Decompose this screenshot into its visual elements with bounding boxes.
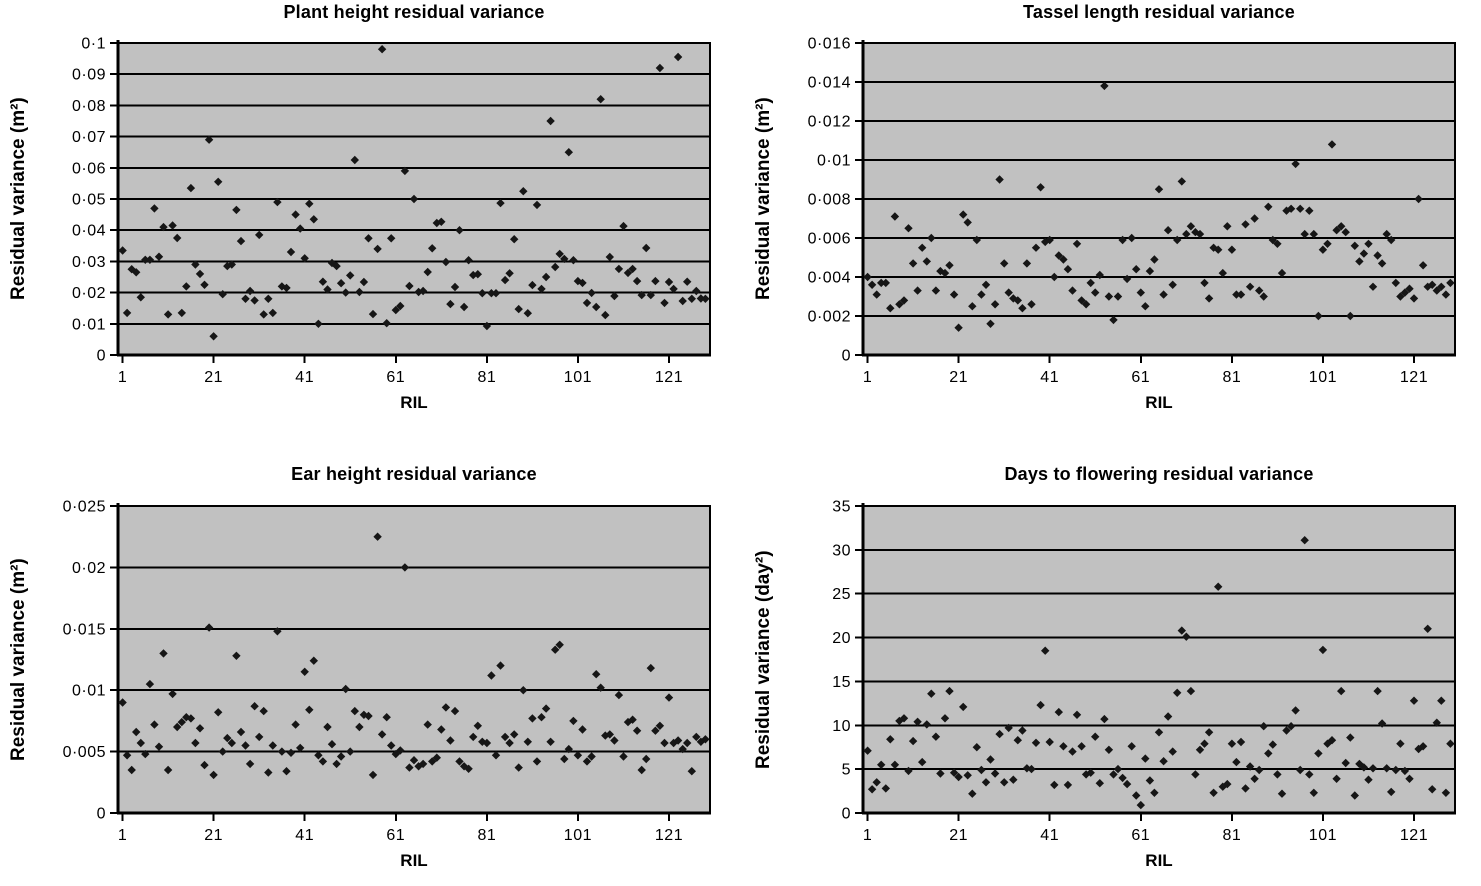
svg-text:0·05: 0·05	[72, 192, 106, 209]
svg-text:101: 101	[1309, 369, 1337, 386]
svg-text:81: 81	[478, 827, 497, 844]
svg-text:0·01: 0·01	[72, 683, 106, 700]
svg-text:30: 30	[832, 542, 851, 559]
chart-tassel-length: Tassel length residual variance Residual…	[745, 0, 1481, 434]
svg-text:0: 0	[842, 348, 851, 365]
x-axis-ticks: 1 21 41 61 81 101 121	[863, 355, 1428, 386]
gridlines	[118, 566, 710, 753]
y-axis-ticks: 0 0·01 0·02 0·03 0·04 0·05 0·06 0·07 0·08 0·09 0·1	[72, 36, 118, 365]
svg-text:0·09: 0·09	[72, 67, 106, 84]
svg-text:21: 21	[204, 827, 223, 844]
data-points	[118, 45, 710, 341]
svg-text:0: 0	[97, 806, 106, 823]
gridlines	[863, 548, 1455, 771]
svg-text:0·012: 0·012	[808, 114, 851, 131]
x-axis-ticks: 1 21 41 61 81 101 121	[118, 355, 683, 386]
x-axis-ticks: 1 21 41 61 81 101 121	[863, 813, 1428, 844]
y-axis-ticks: 0 0·005 0·01 0·015 0·02 0·025	[63, 499, 118, 823]
gridlines	[863, 81, 1455, 317]
svg-text:0: 0	[97, 348, 106, 365]
svg-text:61: 61	[386, 369, 405, 386]
svg-text:0: 0	[842, 806, 851, 823]
chart-title: Days to flowering residual variance	[1004, 464, 1314, 484]
svg-text:0·03: 0·03	[72, 254, 106, 271]
svg-text:0·1: 0·1	[81, 36, 106, 53]
tassel-length-plot-area: 0 0·002 0·004 0·006 0·008 0·01 0·012 0·014 0·016…	[808, 36, 1456, 386]
svg-text:1: 1	[118, 369, 127, 386]
x-axis-title: RIL	[400, 851, 428, 870]
svg-text:0·002: 0·002	[808, 309, 851, 326]
svg-text:21: 21	[949, 827, 968, 844]
svg-text:1: 1	[863, 369, 872, 386]
svg-text:61: 61	[1131, 369, 1150, 386]
svg-text:0·01: 0·01	[72, 316, 106, 333]
svg-text:101: 101	[564, 369, 592, 386]
svg-text:15: 15	[832, 674, 851, 691]
svg-text:0·015: 0·015	[63, 621, 106, 638]
svg-text:0·04: 0·04	[72, 223, 106, 240]
svg-text:0·08: 0·08	[72, 98, 106, 115]
svg-text:121: 121	[1400, 827, 1428, 844]
svg-text:81: 81	[478, 369, 497, 386]
svg-text:101: 101	[1309, 827, 1337, 844]
svg-text:20: 20	[832, 630, 851, 647]
svg-text:0·07: 0·07	[72, 129, 106, 146]
svg-text:121: 121	[655, 369, 683, 386]
chart-title: Tassel length residual variance	[1023, 2, 1295, 22]
chart-plant-height: Plant height residual variance Residual …	[0, 0, 736, 434]
chart-ear-height: Ear height residual variance Residual va…	[0, 452, 736, 886]
svg-text:41: 41	[295, 369, 314, 386]
svg-text:101: 101	[564, 827, 592, 844]
svg-text:0·014: 0·014	[808, 75, 851, 92]
svg-text:61: 61	[386, 827, 405, 844]
svg-text:41: 41	[295, 827, 314, 844]
svg-text:0·008: 0·008	[808, 192, 851, 209]
x-axis-ticks: 1 21 41 61 81 101 121	[118, 813, 683, 844]
svg-text:25: 25	[832, 586, 851, 603]
svg-text:0·006: 0·006	[808, 231, 851, 248]
svg-text:1: 1	[863, 827, 872, 844]
svg-text:1: 1	[118, 827, 127, 844]
svg-text:81: 81	[1223, 369, 1242, 386]
y-axis-ticks: 0 0·002 0·004 0·006 0·008 0·01 0·012 0·014 0·016	[808, 36, 863, 365]
svg-text:10: 10	[832, 718, 851, 735]
chart-days-to-flowering: Days to flowering residual variance Resi…	[745, 452, 1481, 886]
svg-text:0·016: 0·016	[808, 36, 851, 53]
svg-text:35: 35	[832, 499, 851, 516]
svg-text:0·025: 0·025	[63, 499, 106, 516]
svg-text:0·02: 0·02	[72, 560, 106, 577]
svg-text:41: 41	[1040, 369, 1059, 386]
svg-text:21: 21	[204, 369, 223, 386]
gridlines	[118, 73, 710, 325]
svg-text:41: 41	[1040, 827, 1059, 844]
chart-title: Plant height residual variance	[283, 2, 545, 22]
svg-text:81: 81	[1223, 827, 1242, 844]
x-axis-title: RIL	[1145, 851, 1173, 870]
svg-text:0·01: 0·01	[817, 153, 851, 170]
plot-background	[863, 506, 1455, 813]
svg-text:61: 61	[1131, 827, 1150, 844]
plant-height-plot-area: 0 0·01 0·02 0·03 0·04 0·05 0·06 0·07 0·08 0·09 0·1…	[72, 36, 711, 386]
svg-text:121: 121	[655, 827, 683, 844]
svg-text:0·005: 0·005	[63, 744, 106, 761]
x-axis-title: RIL	[1145, 393, 1173, 412]
svg-text:21: 21	[949, 369, 968, 386]
chart-title: Ear height residual variance	[291, 464, 537, 484]
svg-text:0·004: 0·004	[808, 270, 851, 287]
x-axis-title: RIL	[400, 393, 428, 412]
svg-text:0·02: 0·02	[72, 285, 106, 302]
svg-text:121: 121	[1400, 369, 1428, 386]
svg-text:5: 5	[842, 762, 851, 779]
svg-text:0·06: 0·06	[72, 160, 106, 177]
y-axis-ticks: 0 5 10 15 20 25 30 35	[832, 499, 863, 823]
